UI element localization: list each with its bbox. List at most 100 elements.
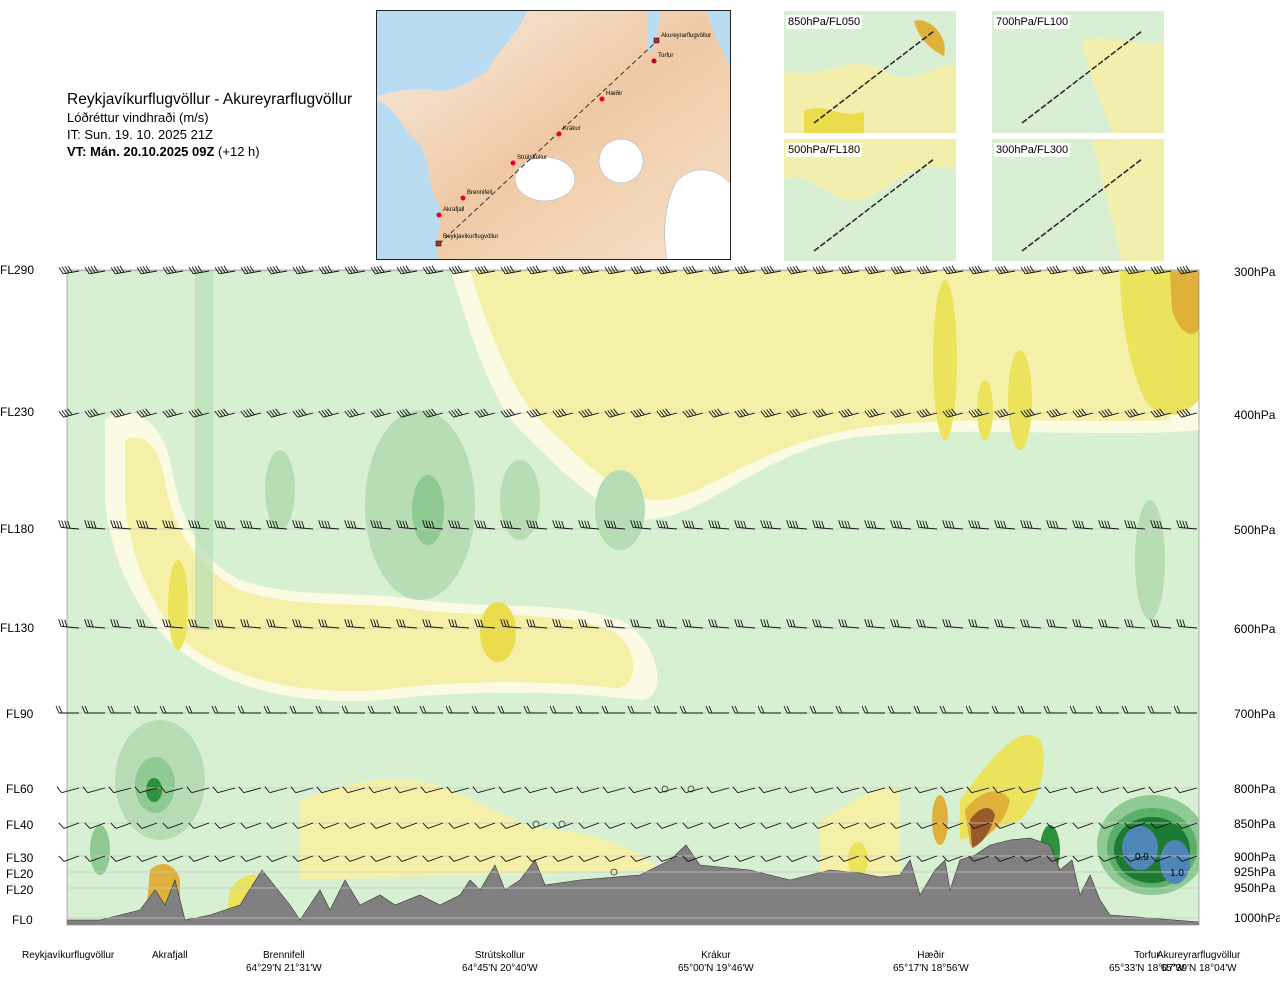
barb-feather [532,619,536,628]
barb-feather [630,822,637,829]
barb-feather [977,520,981,529]
barb-feather [789,619,793,627]
barb-staff [271,822,288,829]
barb-feather [480,409,486,416]
barb-feather [90,266,96,273]
barb-feather [815,619,819,627]
waypoint-label: Strútskollur [517,155,547,161]
barb-feather [737,520,741,528]
barb-feather [656,705,661,714]
barb-feather [214,520,218,528]
barb-feather [581,520,585,528]
barb-staff [919,787,938,794]
thumbnail-700[interactable]: 700hPa/FL100 [992,11,1164,133]
barb-feather [315,705,320,714]
barb-feather [656,619,660,627]
barb-staff [1181,822,1198,829]
barb-feather [584,409,590,416]
barb-feather [136,705,141,714]
barb-feather [194,266,200,273]
barb-feather [818,266,824,273]
barb-feather [734,267,740,275]
wind-barb [604,408,626,418]
wind-barb [862,786,886,794]
wind-barb [991,705,1015,714]
barb-feather [376,520,380,529]
barb-staff [869,822,886,829]
barb-feather [1127,619,1131,627]
wind-barb [630,520,652,530]
wind-barb [682,520,704,530]
wind-barb [344,619,366,629]
wind-barb [1046,265,1068,275]
barb-feather [653,705,658,714]
barb-feather [890,822,897,829]
wind-barb [84,408,106,418]
barb-staff [193,822,210,829]
barb-feather [535,265,541,273]
wind-barb [1121,705,1145,714]
barb-feather [483,520,487,529]
barb-feather [760,855,767,862]
wind-barb [1176,619,1198,629]
fl-label: FL180 [0,522,35,536]
wind-barb [263,705,287,714]
barb-feather [451,266,457,274]
wind-barb [939,705,963,714]
wind-barb [526,855,548,862]
wind-barb [84,822,106,829]
barb-staff [635,822,652,829]
wind-barb [133,705,157,714]
barb-feather [84,267,90,275]
barb-staff [815,787,834,794]
barb-feather [659,619,663,627]
barb-feather [506,409,512,416]
location-coord: 65°33'N 18°07'W [1109,963,1185,974]
barb-feather [613,408,619,416]
fl-label: FL0 [12,913,33,927]
wind-barb [708,408,730,418]
wind-barb [864,265,886,275]
barb-feather [971,619,975,627]
map-sea-west [377,101,441,259]
barb-feather [422,855,429,862]
barb-feather [249,408,255,416]
wind-barb [289,705,313,714]
barb-feather [656,267,662,275]
barb-feather [656,410,662,418]
barb-feather [1000,520,1004,529]
barb-feather [685,266,691,274]
barb-feather [191,520,195,528]
barb-feather [116,409,122,416]
barb-feather [353,408,359,416]
wind-barb [292,619,314,629]
route-line [438,40,658,245]
contour-label: 1.0 [1170,868,1184,879]
barb-feather [347,410,353,417]
field-region [500,460,540,540]
barb-feather [838,410,844,418]
thumbnail-500[interactable]: 500hPa/FL180 [784,139,956,261]
wind-barb [474,265,496,275]
thumbnail-850[interactable]: 850hPa/FL050 [784,11,956,133]
wind-barb [292,520,314,530]
wind-barb [732,786,756,794]
wind-barb [422,265,444,275]
barb-feather [506,520,510,529]
wind-barb [1072,822,1094,829]
waypoint-marker [599,96,605,102]
barb-feather [1133,265,1139,273]
barb-feather [188,619,192,627]
wind-barb [682,822,704,829]
fl-label: FL60 [6,782,34,796]
barb-staff [869,855,886,862]
barb-feather [188,822,195,829]
barb-feather [108,786,114,793]
barb-feather [887,705,892,714]
barb-feather [529,266,535,274]
thumbnail-300[interactable]: 300hPa/FL300 [992,139,1164,261]
field-region [970,808,995,848]
barb-feather [786,855,793,862]
barb-feather [64,619,68,628]
